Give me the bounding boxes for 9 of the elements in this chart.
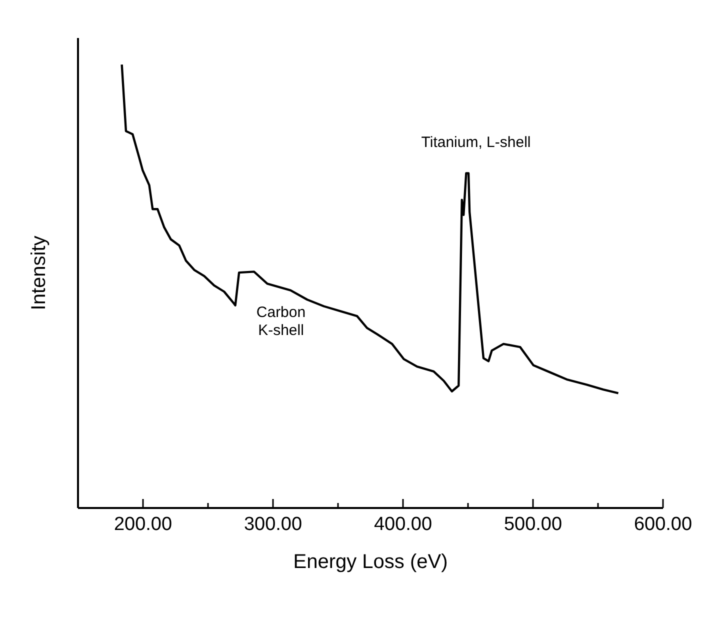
x-axis-title: Energy Loss (eV) xyxy=(293,551,448,573)
x-tick-label: 600.00 xyxy=(634,514,692,535)
x-tick-label: 500.00 xyxy=(504,514,562,535)
annotation: Titanium, L-shell xyxy=(420,134,532,152)
y-axis-title: Intensity xyxy=(28,236,50,310)
x-tick-label: 300.00 xyxy=(244,514,302,535)
x-tick-label: 200.00 xyxy=(114,514,172,535)
annotation: Carbon K-shell xyxy=(255,304,307,340)
x-tick-label: 400.00 xyxy=(374,514,432,535)
